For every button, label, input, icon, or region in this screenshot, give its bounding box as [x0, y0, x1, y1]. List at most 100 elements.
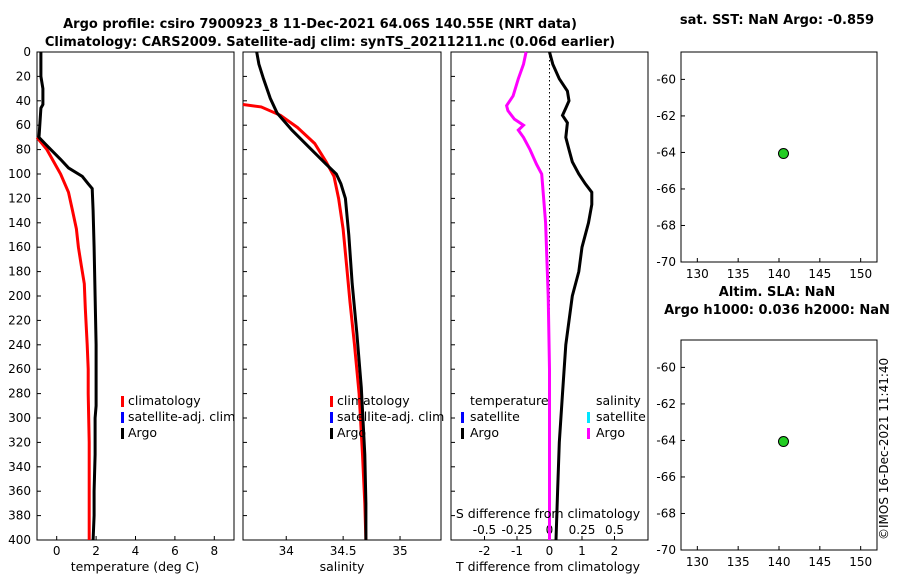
y-tick-label: -66	[656, 182, 676, 196]
legend-swatch-t-argo	[461, 428, 464, 439]
y-tick-label: -62	[656, 109, 676, 123]
x-tick-label: 150	[849, 267, 872, 281]
x-tick-label: 34	[279, 544, 294, 558]
legend-title-salinity: salinity	[596, 393, 641, 408]
s-tick-label: -0.25	[501, 523, 532, 537]
temperature-difference-argo-line	[548, 51, 594, 541]
sla-map-title-1: Altim. SLA: NaN	[719, 285, 835, 300]
salinity-argo-line	[255, 51, 368, 540]
legend-label: Argo	[596, 425, 625, 440]
depth-tick-label: 360	[8, 484, 31, 498]
sst-map-title: sat. SST: NaN Argo: -0.859	[680, 13, 874, 28]
y-tick-label: -66	[656, 470, 676, 484]
depth-tick-label: 280	[8, 387, 31, 401]
depth-tick-label: 20	[16, 69, 31, 83]
map-frame	[680, 339, 878, 551]
y-tick-label: -64	[656, 433, 676, 447]
x-tick-label: 145	[808, 267, 831, 281]
y-tick-label: -60	[656, 360, 676, 374]
legend-label: satellite	[596, 409, 646, 424]
sla-map-title-2: Argo h1000: 0.036 h2000: NaN	[664, 303, 890, 318]
y-tick-label: -68	[656, 218, 676, 232]
temperature-x-ticks: 0 2 4 6 8	[53, 536, 218, 558]
salinity-panel	[242, 51, 442, 541]
legend-swatch-climatology	[121, 396, 124, 407]
x-tick-label: 150	[849, 555, 872, 569]
y-tick-label: -70	[656, 255, 676, 269]
depth-tick-label: 160	[8, 240, 31, 254]
legend-label: Argo	[470, 425, 499, 440]
depth-tick-label: 180	[8, 265, 31, 279]
depth-tick-label: 240	[8, 338, 31, 352]
legend-swatch-s-argo	[587, 428, 590, 439]
salinity-x-ticks: 34 34.5 35	[279, 536, 408, 558]
legend-swatch-s-satellite	[587, 412, 590, 423]
y-tick-label: -64	[656, 145, 676, 159]
s-difference-label: S difference from climatology	[456, 506, 641, 521]
temperature-xlabel: temperature (deg C)	[71, 559, 200, 574]
x-tick-label: 130	[686, 555, 709, 569]
legend-title-temperature: temperature	[470, 393, 549, 408]
legend-swatch-satellite	[121, 412, 124, 423]
salinity-legend: climatology satellite-adj. clim Argo	[330, 393, 444, 440]
depth-tick-label: 380	[8, 509, 31, 523]
x-tick-label: 1	[578, 544, 586, 558]
x-tick-label: 145	[808, 555, 831, 569]
temperature-climatology-line	[35, 136, 91, 540]
legend-label: Argo	[128, 425, 157, 440]
depth-tick-label: 60	[16, 118, 31, 132]
depth-tick-label: 0	[23, 45, 31, 59]
sst-map-panel: -60 -62 -64 -66 -68 -70 130 135 140 145 150	[656, 51, 878, 281]
x-tick-label: -1	[511, 544, 523, 558]
legend-swatch-climatology	[330, 396, 333, 407]
map-frame	[680, 51, 878, 263]
depth-tick-label: 260	[8, 362, 31, 376]
salinity-xlabel: salinity	[320, 559, 365, 574]
y-tick-label: -70	[656, 543, 676, 557]
temperature-legend: climatology satellite-adj. clim Argo	[121, 393, 235, 440]
x-tick-label: 6	[171, 544, 179, 558]
x-tick-label: 8	[210, 544, 218, 558]
x-tick-label: -2	[479, 544, 491, 558]
legend-label: Argo	[337, 425, 366, 440]
x-tick-label: 140	[768, 555, 791, 569]
depth-tick-label: 100	[8, 167, 31, 181]
argo-position-marker	[777, 148, 789, 160]
legend-swatch-satellite	[330, 412, 333, 423]
legend-swatch-argo	[121, 428, 124, 439]
y-tick-label: -62	[656, 397, 676, 411]
legend-label: climatology	[128, 393, 201, 408]
depth-tick-label: 300	[8, 411, 31, 425]
depth-tick-label: 320	[8, 435, 31, 449]
depth-tick-label: 200	[8, 289, 31, 303]
legend-swatch-argo	[330, 428, 333, 439]
x-tick-label: 0	[53, 544, 61, 558]
s-tick-label: -0.5	[473, 523, 496, 537]
legend-label: satellite-adj. clim	[128, 409, 235, 424]
depth-tick-label: 80	[16, 143, 31, 157]
x-tick-label: 135	[727, 555, 750, 569]
s-tick-label: 0.25	[569, 523, 596, 537]
legend-label: climatology	[337, 393, 410, 408]
difference-legend: temperature satellite Argo salinity sate…	[461, 393, 646, 440]
title-line-2: Climatology: CARS2009. Satellite-adj cli…	[45, 35, 615, 50]
depth-tick-label: 40	[16, 94, 31, 108]
salinity-difference-argo-line	[504, 51, 551, 540]
legend-label: satellite	[470, 409, 520, 424]
x-tick-label: 2	[611, 544, 619, 558]
x-tick-label: 35	[392, 544, 407, 558]
difference-xlabel: T difference from climatology	[455, 559, 641, 574]
depth-tick-label: 340	[8, 460, 31, 474]
x-tick-label: 4	[132, 544, 140, 558]
y-tick-label: -60	[656, 72, 676, 86]
x-tick-label: 140	[768, 267, 791, 281]
x-tick-label: 34.5	[330, 544, 357, 558]
argo-position-marker	[777, 436, 789, 448]
difference-x-ticks: -2 -1 0 1 2	[479, 536, 619, 558]
x-tick-label: 2	[92, 544, 100, 558]
depth-tick-labels: 0 20 40 60 80 100 120 140 160 180 200 220 240 260 280 3…	[8, 45, 455, 547]
legend-label: satellite-adj. clim	[337, 409, 444, 424]
depth-tick-label: 120	[8, 191, 31, 205]
sla-map-panel: -60 -62 -64 -66 -68 -70 130 135 140 145 150	[656, 339, 878, 569]
